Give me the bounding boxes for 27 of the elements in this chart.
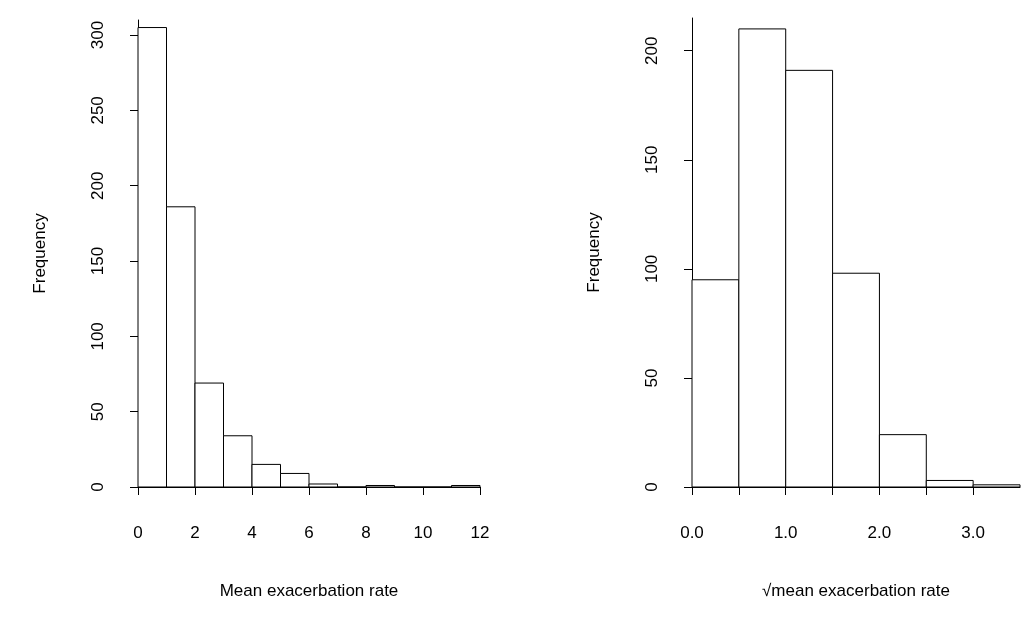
y-tick-label: 50 [642,368,661,388]
y-tick-label: 150 [642,145,661,174]
y-tick-label: 200 [642,36,661,65]
x-tick-label: 0 [133,523,143,542]
y-tick-label: 200 [88,171,107,200]
x-axis-title: Mean exacerbation rate [219,581,399,600]
x-tick-label: 6 [304,523,314,542]
x-axis-title: √mean exacerbation rate [762,581,950,600]
x-tick-label: 2 [190,523,200,542]
y-tick-label: 100 [642,254,661,284]
y-tick-label: 0 [642,482,661,492]
x-tick-label: 8 [361,523,371,542]
x-tick-label: 1.0 [773,523,798,542]
y-tick-label: 300 [88,20,107,50]
x-tick-label: 2.0 [867,523,892,542]
y-tick-label: 150 [88,246,107,276]
x-tick-label: 10 [413,523,433,542]
y-tick-label: 0 [88,482,107,492]
y-tick-label: 100 [88,322,107,351]
x-tick-label: 3.0 [961,523,985,542]
y-axis-title: Frequency [30,212,49,294]
y-tick-label: 250 [88,96,107,125]
x-tick-label: 4 [247,523,257,542]
y-axis-title: Frequency [584,211,603,293]
y-tick-label: 50 [88,402,107,422]
x-tick-label: 0.0 [680,523,704,542]
x-tick-label: 12 [470,523,490,542]
